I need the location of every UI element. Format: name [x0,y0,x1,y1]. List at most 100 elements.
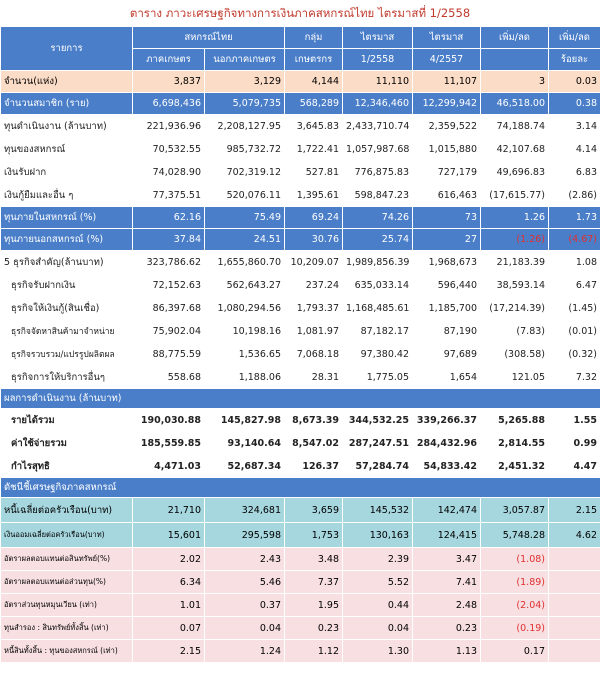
cell-value: 323,786.62 [132,250,205,274]
cell-value: 1,081.97 [284,319,343,343]
cell-value: 527.81 [284,160,343,184]
cell-value: 0.99 [548,431,600,455]
header-q1-year: 1/2558 [342,48,413,71]
cell-value: 75,902.04 [132,319,205,343]
cell-value [548,639,600,663]
cell-value: 1.24 [204,639,285,663]
row-internal-funds: ทุนภายในสหกรณ์ (%) 62.16 75.49 69.24 74.26 73… [0,206,600,229]
cell-value: 2.15 [548,497,600,523]
row-count: จำนวน(แห่ง) 3,837 3,129 4,144 11,110 11,107 3 0… [0,70,600,93]
header-farmer: เกษตรกร [284,48,343,71]
cell-value: 616,463 [412,183,481,207]
cell-value: (0.19) [480,616,549,640]
cell-value: 10,198.16 [204,319,285,343]
cell-value: 0.38 [548,92,600,115]
cell-value: 3,837 [132,70,205,93]
cell-value: 75.49 [204,206,285,229]
cell-value: 72,152.63 [132,273,205,297]
cell-value: 5,748.28 [480,522,549,548]
row-business5: 5 ธุรกิจสำคัญ(ล้านบาท) 323,786.62 1,655,86… [0,250,600,274]
header-items: รายการ [0,26,133,71]
row-biz-loan: ธุรกิจให้เงินกู้(สินเชื่อ) 86,397.68 1,080… [0,296,600,320]
row-members: จำนวนสมาชิก (ราย) 6,698,436 5,079,735 568,2… [0,92,600,115]
cell-value [548,570,600,594]
row-reserve-asset: ทุนสำรอง : สินทรัพย์ทั้งสิ้น (เท่า) 0.07 0… [0,616,600,640]
cell-value: (17,615.77) [480,183,549,207]
cell-value: (2.86) [548,183,600,207]
cell-value: 4.14 [548,137,600,161]
cell-value: 62.16 [132,206,205,229]
cell-value: 130,163 [342,522,413,548]
cell-value: 46,518.00 [480,92,549,115]
row-label: เงินกู้ยืมและอื่น ๆ [0,183,133,207]
row-current-ratio: อัตราส่วนทุนหมุนเวียน (เท่า) 1.01 0.37 1.95… [0,593,600,617]
cell-value: 124,415 [412,522,481,548]
row-label: หนี้สินทั้งสิ้น : ทุนของสหกรณ์ (เท่า) [0,639,133,663]
cell-value: 0.04 [342,616,413,640]
cell-value: 7.37 [284,570,343,594]
header-agri: ภาคเกษตร [132,48,205,71]
cell-value: 5.52 [342,570,413,594]
cell-value: 88,775.59 [132,342,205,366]
cell-value: 21,710 [132,497,205,523]
cell-value: 1,188.06 [204,365,285,389]
row-debt-equity: หนี้สินทั้งสิ้น : ทุนของสหกรณ์ (เท่า) 2.1… [0,639,600,663]
cell-value: (7.83) [480,319,549,343]
cell-value: 1,168,485.61 [342,296,413,320]
cell-value: 70,532.55 [132,137,205,161]
row-label: อัตราผลตอบแทนต่อสินทรัพย์(%) [0,547,133,571]
row-label: จำนวนสมาชิก (ราย) [0,92,133,115]
cell-value: 339,266.37 [412,408,481,432]
cell-value: 121.05 [480,365,549,389]
cell-value: 37.84 [132,228,205,251]
cell-value: 28.31 [284,365,343,389]
cell-value: 73 [412,206,481,229]
cell-value: 93,140.64 [204,431,285,455]
row-label: กำไรสุทธิ [0,454,133,478]
cell-value: 562,643.27 [204,273,285,297]
cell-value: 558.68 [132,365,205,389]
row-label: ทุนของสหกรณ์ [0,137,133,161]
cell-value: 2,359,522 [412,114,481,138]
cell-value: 1,989,856.39 [342,250,413,274]
cell-value: 1.13 [412,639,481,663]
row-label: รายได้รวม [0,408,133,432]
cell-value: 4,144 [284,70,343,93]
cell-value: 97,380.42 [342,342,413,366]
index-section-label: ดัชนีชี้เศรษฐกิจภาคสหกรณ์ [0,477,600,498]
cell-value: 7,068.18 [284,342,343,366]
cell-value: 3,057.87 [480,497,549,523]
header-blank [480,48,549,71]
cell-value: 5,265.88 [480,408,549,432]
cell-value: 2,451.32 [480,454,549,478]
cell-value: 2,208,127.95 [204,114,285,138]
cell-value: 21,183.39 [480,250,549,274]
cell-value: 3,645.83 [284,114,343,138]
cell-value: 2,814.55 [480,431,549,455]
cell-value: 2.15 [132,639,205,663]
cell-value: 4,471.03 [132,454,205,478]
cell-value: 6,698,436 [132,92,205,115]
cell-value: 635,033.14 [342,273,413,297]
cell-value: 2,433,710.74 [342,114,413,138]
row-label: หนี้เฉลี่ยต่อครัวเรือน(บาท) [0,497,133,523]
header-pct-change: เพิ่ม/ลด [548,26,600,49]
row-label: ทุนภายนอกสหกรณ์ (%) [0,228,133,251]
cell-value: 1,015,880 [412,137,481,161]
cell-value: 8,673.39 [284,408,343,432]
cell-value: 1,722.41 [284,137,343,161]
cell-value: 2.48 [412,593,481,617]
cell-value: 24.51 [204,228,285,251]
cell-value: 568,289 [284,92,343,115]
cell-value: 11,107 [412,70,481,93]
cell-value: (1.45) [548,296,600,320]
cell-value: 2.43 [204,547,285,571]
cell-value: 52,687.34 [204,454,285,478]
cell-value: 1.73 [548,206,600,229]
cell-value: 3.48 [284,547,343,571]
cell-value: 0.23 [284,616,343,640]
row-label: 5 ธุรกิจสำคัญ(ล้านบาท) [0,250,133,274]
results-section-row: ผลการดำเนินงาน (ล้านบาท) [0,388,600,409]
cell-value: 598,847.23 [342,183,413,207]
row-borrowings: เงินกู้ยืมและอื่น ๆ 77,375.51 520,076.11 1,… [0,183,600,207]
